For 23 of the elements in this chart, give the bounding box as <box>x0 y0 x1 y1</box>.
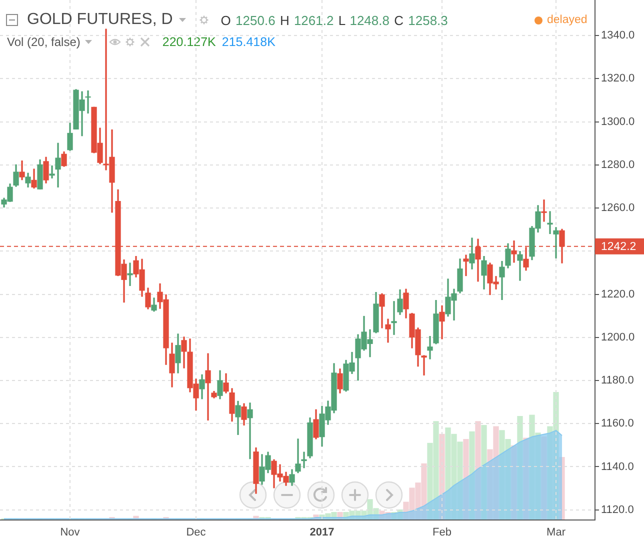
annotation: 215.418K <box>222 35 276 49</box>
y-tick-label: 1320.0 <box>601 72 635 85</box>
y-tick-label: 1200.0 <box>601 331 635 344</box>
y-tick-label: 1120.0 <box>601 504 634 516</box>
annotation: delayed <box>547 14 588 26</box>
y-tick-label: 1260.0 <box>601 202 635 214</box>
annotation: 220.127K <box>162 35 216 49</box>
x-tick-label: Dec <box>186 526 206 539</box>
y-tick-label: 1340.0 <box>601 30 635 42</box>
x-tick-label: Nov <box>60 526 80 539</box>
y-tick-label: 1160.0 <box>601 418 634 430</box>
x-tick-label: 2017 <box>310 526 334 539</box>
y-tick-label: 1220.0 <box>601 288 635 300</box>
annotation: O 1250.6 H 1261.2 L 1248.8 C 1258.3 <box>220 12 448 28</box>
y-tick-label: 1280.0 <box>601 158 635 171</box>
text: GOLD FUTURES, D <box>27 11 173 29</box>
x-tick-label: Feb <box>432 526 452 539</box>
x-tick-label: Mar <box>546 526 566 539</box>
y-tick-label: 1180.0 <box>601 374 634 387</box>
y-tick-label: 1300.0 <box>601 116 635 128</box>
annotation: Vol (20, false) <box>7 35 80 49</box>
ref-line-label: 1242.2 <box>601 241 636 254</box>
y-tick-label: 1140.0 <box>601 460 634 473</box>
